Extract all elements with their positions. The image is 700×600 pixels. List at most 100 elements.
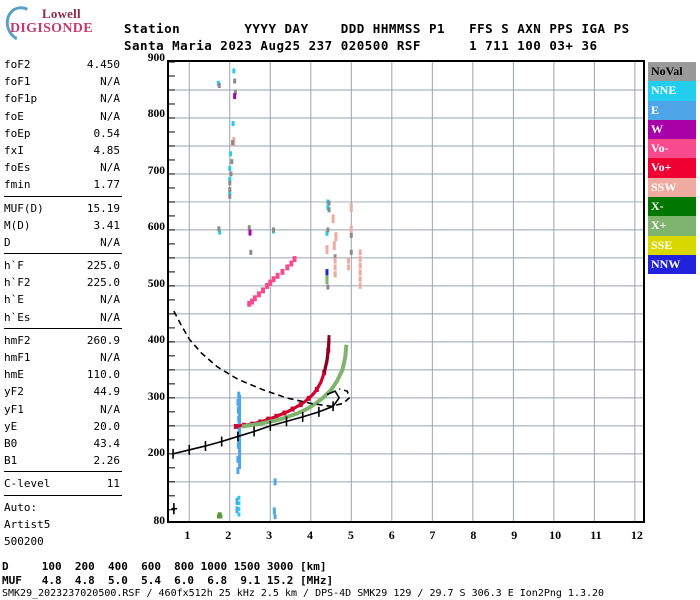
- echo-point-nne: [237, 495, 241, 500]
- echo-point-nne: [228, 165, 232, 171]
- lowell-digisonde-logo: Lowell DIGISONDE: [0, 1, 122, 47]
- echo-point-noval: [233, 89, 237, 95]
- param-row: fxI 4.85: [4, 142, 122, 159]
- ionogram-canvas[interactable]: [169, 62, 643, 521]
- param-row: foF1 N/A: [4, 73, 122, 90]
- echo-point-e: [238, 421, 242, 426]
- y-tick-label: 500: [147, 277, 165, 290]
- param-key: foEp: [4, 126, 31, 140]
- param-row: yE 20.0: [4, 418, 122, 435]
- y-tick-label: 400: [147, 334, 165, 347]
- param-row: B1 2.26: [4, 452, 122, 469]
- legend-item-vo[interactable]: Vo+: [648, 158, 696, 178]
- echo-point-e: [238, 431, 242, 436]
- param-key: yF1: [4, 402, 24, 416]
- echo-point-vo-minus: [280, 268, 285, 275]
- echo-point-nne: [218, 229, 222, 235]
- echo-point-vo-minus: [247, 300, 252, 307]
- true-height-profile: [172, 390, 341, 455]
- param-value: N/A: [100, 161, 120, 175]
- echo-point-vo-minus: [271, 276, 276, 283]
- param-value: 44.9: [93, 385, 121, 399]
- ionogram-plot[interactable]: [167, 60, 645, 523]
- header-values-row: Santa Maria 2023 Aug25 237 020500 RSF 1 …: [124, 38, 598, 53]
- echo-point-vo-minus: [252, 295, 257, 302]
- param-value: 4.450: [86, 58, 120, 71]
- ionospheric-parameters-panel: foF2 4.450 foF1 N/A foF1p N/A foE N/A foEp 0.…: [4, 56, 122, 550]
- echo-point-noval: [327, 207, 331, 213]
- echo-point-ssw: [358, 262, 362, 269]
- y-tick-label: 300: [147, 390, 165, 403]
- x-tick-label: 11: [590, 528, 602, 542]
- polarization-legend: NoVal NNE E W Vo- Vo+ SSW X- X+ SSE NNW: [648, 62, 696, 275]
- param-value: 225.0: [86, 276, 120, 290]
- param-value: 260.9: [86, 333, 120, 347]
- echo-point-ssw: [346, 264, 350, 271]
- param-key: fmin: [4, 178, 31, 192]
- logo-digisonde-text: DIGISONDE: [10, 21, 93, 36]
- x-axis-labels: 1 2 3 4 5 6 7 8 9 10 11 12: [167, 528, 645, 546]
- echo-point-ssw: [349, 225, 353, 235]
- legend-item-noval[interactable]: NoVal: [648, 62, 696, 82]
- param-row: M(D) 3.41: [4, 217, 122, 234]
- echo-point-e: [238, 401, 242, 406]
- echo-point-e: [238, 444, 242, 449]
- echo-point-w: [248, 229, 252, 236]
- echo-point-ssw: [358, 269, 362, 276]
- echo-point-nnw: [325, 269, 329, 279]
- o-trace-point: [322, 370, 327, 376]
- param-row: B0 43.4: [4, 435, 122, 452]
- param-key: B0: [4, 436, 18, 450]
- autoscaler-version: 500200: [4, 534, 44, 548]
- echo-point-e: [273, 478, 277, 486]
- echo-point-nne: [228, 177, 232, 183]
- echo-point-noval: [327, 200, 331, 206]
- y-tick-label: 80: [153, 515, 166, 527]
- x-tick-label: 1: [184, 528, 191, 542]
- x-tick-label: 2: [225, 528, 232, 542]
- param-divider: [4, 327, 122, 329]
- echo-point-ssw: [333, 257, 337, 264]
- param-row: yF2 44.9: [4, 383, 122, 400]
- legend-item-e[interactable]: E: [648, 100, 696, 120]
- param-key: fxI: [4, 143, 24, 157]
- legend-item-vo[interactable]: Vo-: [648, 139, 696, 159]
- echo-point-vo-minus: [261, 287, 265, 294]
- param-key: hmF2: [4, 333, 31, 347]
- param-divider: [4, 195, 122, 197]
- x-tick-label: 3: [266, 528, 273, 542]
- param-divider: [4, 471, 122, 473]
- echo-point-ssw: [325, 245, 329, 255]
- param-row: foF1p N/A: [4, 90, 122, 107]
- o-trace-point: [298, 402, 303, 408]
- x-tick-label: 12: [630, 528, 643, 542]
- echo-point-vo-minus: [268, 279, 273, 286]
- echo-point-nne: [229, 151, 233, 157]
- echo-point-noval: [349, 249, 353, 255]
- echo-point-ssw: [358, 282, 362, 289]
- legend-item-x[interactable]: X-: [648, 197, 696, 217]
- param-key: h`Es: [4, 310, 31, 324]
- legend-item-x[interactable]: X+: [648, 216, 696, 236]
- param-key: foF1: [4, 75, 31, 89]
- legend-item-sse[interactable]: SSE: [648, 235, 696, 255]
- param-value: 3.41: [93, 218, 121, 232]
- echo-point-noval: [333, 254, 337, 260]
- legend-item-ssw[interactable]: SSW: [648, 177, 696, 198]
- param-value: N/A: [100, 109, 120, 123]
- param-value: N/A: [100, 92, 120, 106]
- param-row: hmF2 260.9: [4, 332, 122, 349]
- echo-point-e: [238, 464, 242, 469]
- autoscaler-name: Artist5: [4, 517, 51, 531]
- legend-item-nnw[interactable]: NNW: [648, 254, 696, 275]
- param-divider: [4, 253, 122, 255]
- legend-item-w[interactable]: W: [648, 119, 696, 140]
- echo-point-e: [238, 397, 242, 402]
- legend-item-nne[interactable]: NNE: [648, 81, 696, 101]
- x-tick-label: 6: [388, 528, 395, 542]
- echo-point-ssw: [331, 214, 335, 224]
- param-row: MUF(D) 15.19: [4, 200, 122, 217]
- echo-point-vo-minus: [292, 256, 297, 263]
- param-key: foE: [4, 109, 24, 123]
- o-trace-point: [274, 413, 279, 419]
